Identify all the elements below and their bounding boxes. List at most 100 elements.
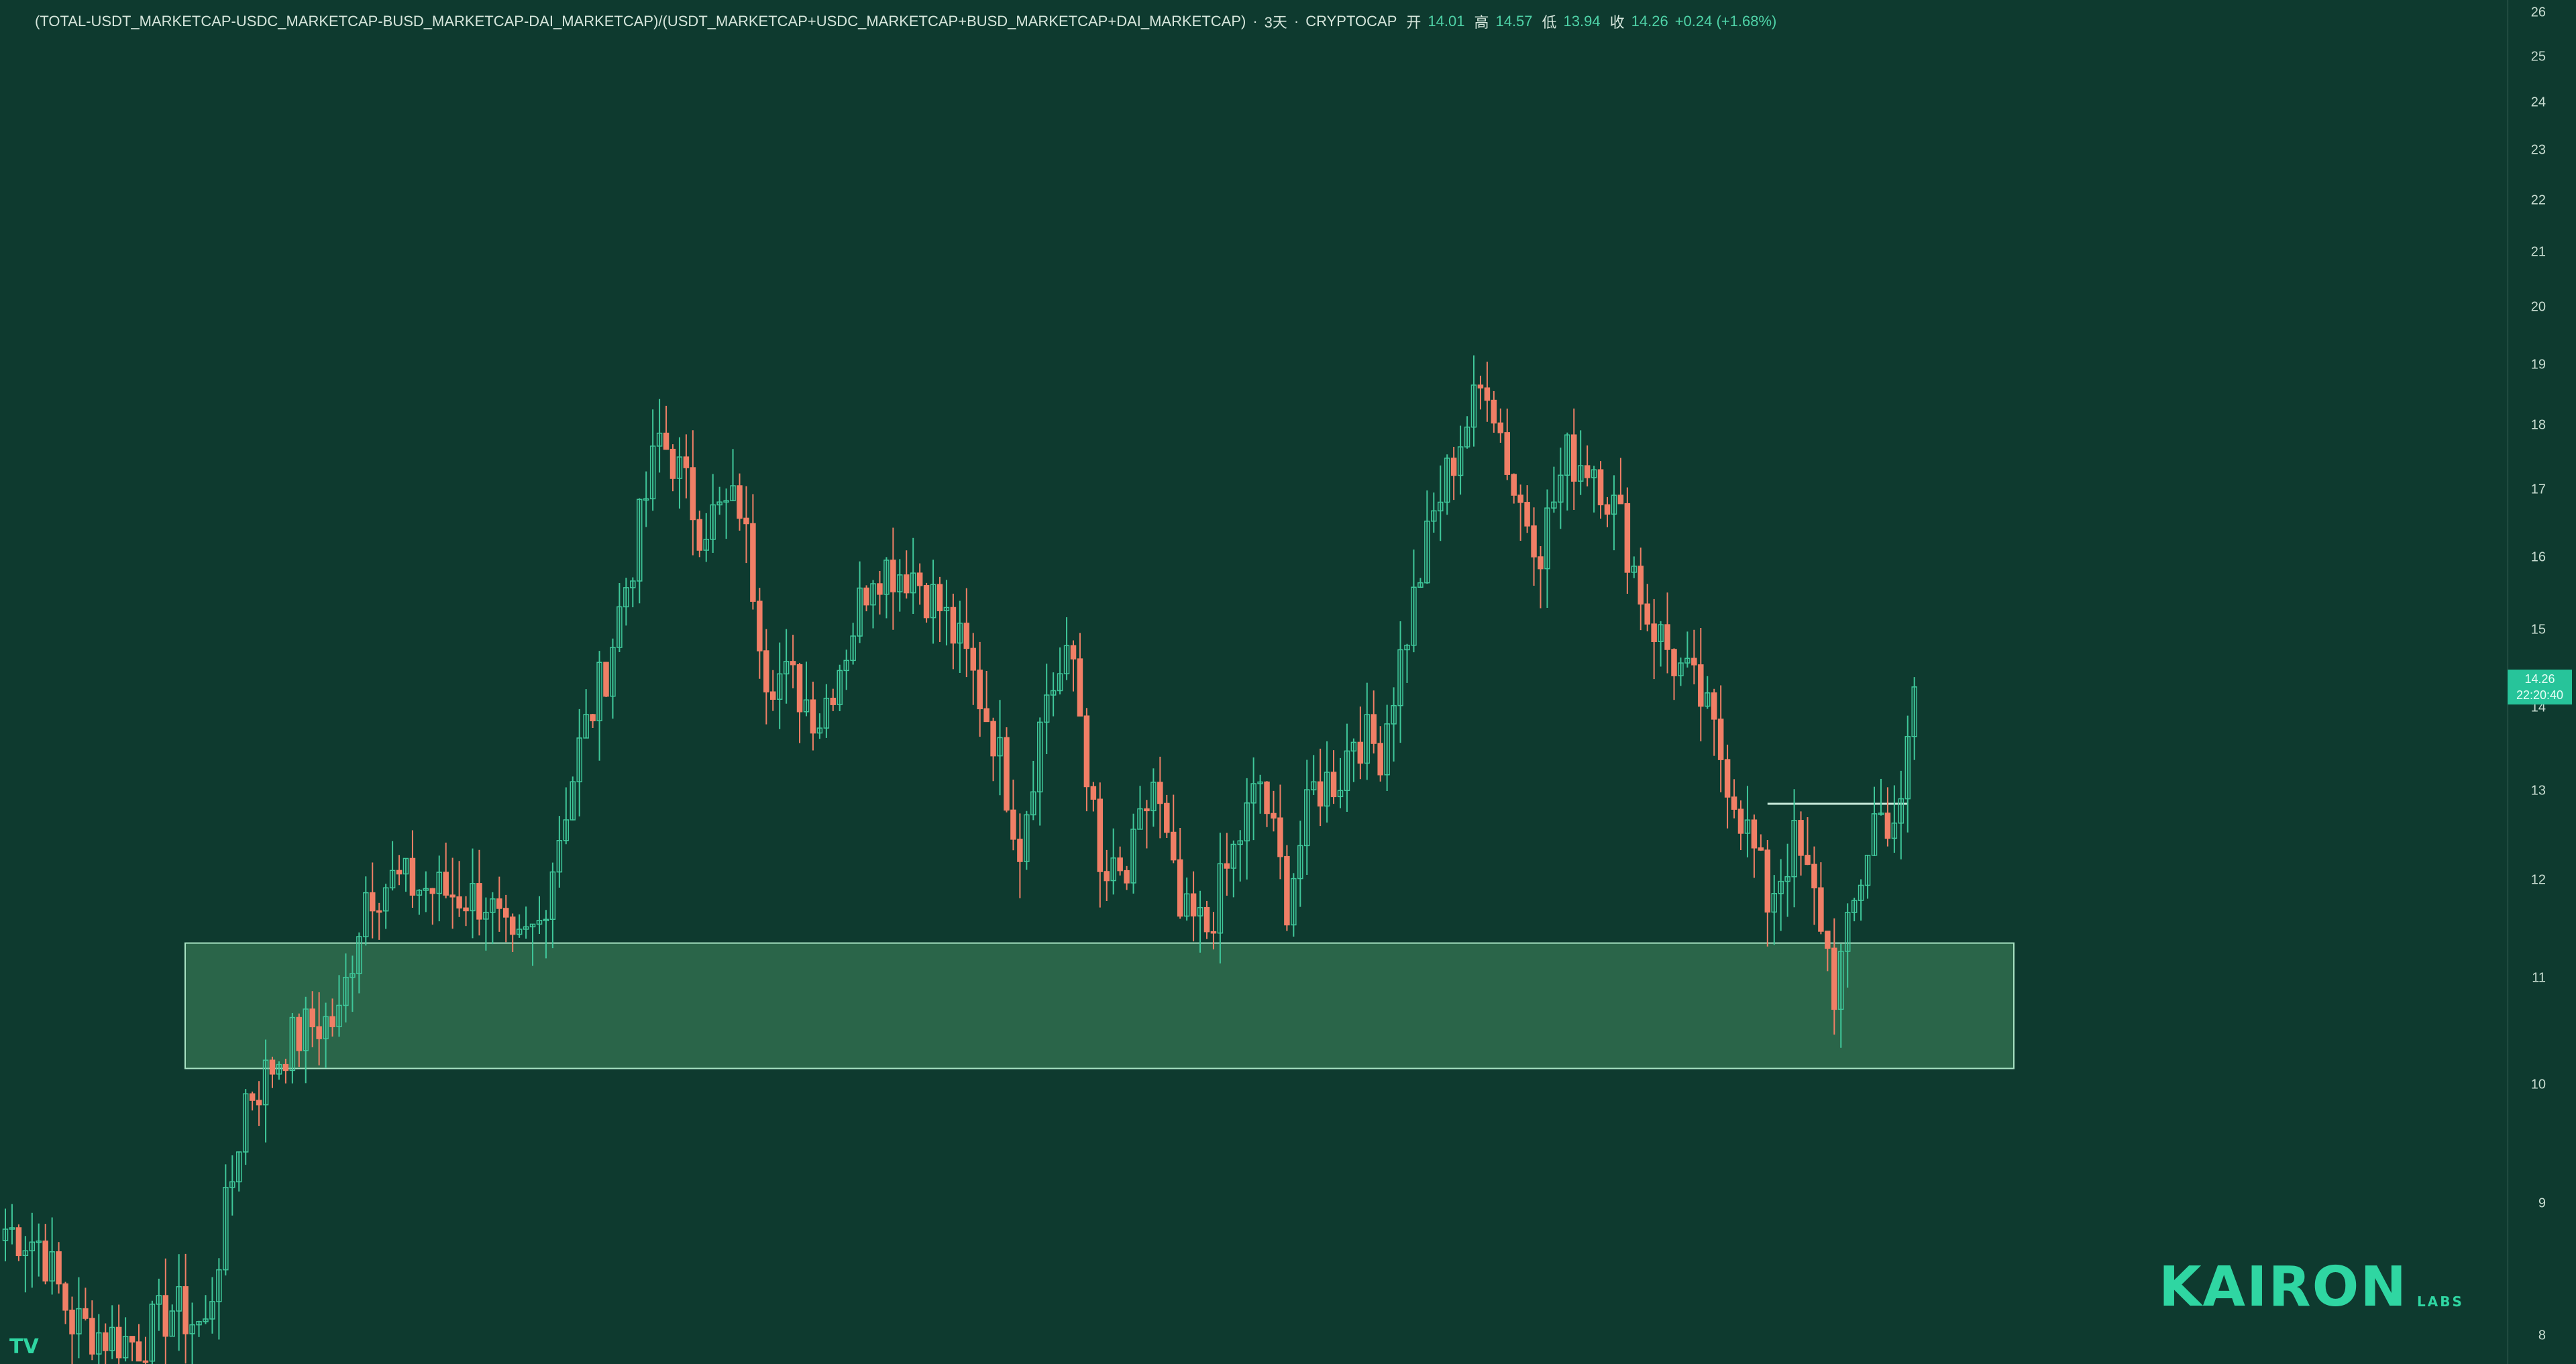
candle-body [36, 1241, 42, 1243]
candle-body [590, 714, 596, 721]
candle-body [1698, 664, 1704, 707]
candle-body [42, 1241, 48, 1281]
candle-body [1584, 465, 1591, 478]
candle-body [463, 907, 469, 912]
candle-body [83, 1308, 89, 1319]
candle-body [296, 1016, 303, 1051]
candle-body [1417, 582, 1424, 588]
candle-body [1004, 737, 1010, 811]
candle-body [1097, 798, 1104, 872]
candle-body [610, 647, 616, 697]
candle-body [1230, 843, 1237, 869]
candle-body [1477, 384, 1484, 388]
candle-body [483, 912, 489, 920]
candle-body [936, 584, 943, 611]
candle-body [763, 650, 769, 693]
candle-body [596, 662, 602, 721]
candle-body [983, 708, 989, 723]
candle-body [1717, 719, 1724, 760]
candle-body [1611, 494, 1617, 515]
candle-body [1337, 790, 1344, 798]
candle-body [823, 697, 830, 729]
candle-body [1157, 782, 1163, 804]
candle-body [276, 1063, 282, 1075]
candle-body [249, 1093, 256, 1101]
candle-body [563, 819, 570, 841]
candle-body [997, 737, 1003, 757]
candle-body [69, 1310, 75, 1334]
candle-body [356, 936, 362, 974]
candle-body [1771, 893, 1777, 913]
candle-body [1497, 422, 1504, 433]
candle-body [282, 1063, 289, 1071]
candle-body [730, 485, 736, 502]
tradingview-logo-icon[interactable]: TV [9, 1335, 39, 1359]
candle-body [656, 432, 663, 447]
last-price: 14.26 [2524, 672, 2555, 686]
candle-body [1203, 906, 1210, 933]
candle-body [1424, 520, 1430, 584]
candle-body [750, 523, 756, 602]
candle-body [1384, 723, 1390, 776]
candle-body [1250, 783, 1256, 804]
candle-body [549, 871, 556, 921]
candle-body [269, 1059, 276, 1075]
candle-body [1277, 817, 1283, 857]
candle-body [370, 892, 376, 912]
support-zone-box [184, 942, 2015, 1069]
candle-body [503, 908, 509, 918]
candle-body [1050, 690, 1057, 696]
candle-body [796, 664, 803, 713]
candle-body [703, 539, 709, 551]
candle-body [1070, 645, 1077, 660]
candle-body [1491, 399, 1497, 424]
candle-body [229, 1181, 235, 1188]
candle-body [1030, 791, 1036, 816]
candle-body [623, 587, 629, 608]
candle-body [76, 1308, 82, 1334]
candle-body [877, 583, 883, 595]
candle-body [1190, 893, 1197, 916]
candle-body [1438, 501, 1444, 512]
candle-body [1504, 432, 1510, 475]
candle-body [169, 1310, 175, 1337]
candle-body [1470, 384, 1477, 428]
candle-body [476, 883, 482, 920]
candle-body [429, 888, 436, 894]
candle-body [103, 1332, 109, 1351]
low-value: 13.94 [1563, 13, 1601, 30]
candle-body [1063, 645, 1070, 674]
candle-body [536, 920, 543, 925]
candle-body [857, 587, 863, 637]
candle-body [236, 1151, 242, 1183]
candle-body [122, 1336, 129, 1359]
candle-body [669, 448, 676, 479]
candle-body [15, 1227, 22, 1257]
candle-body [1404, 644, 1410, 651]
candle-body [223, 1187, 229, 1271]
y-tick-label: 19 [2530, 357, 2546, 372]
candle-body [1291, 878, 1297, 926]
candle-body [1484, 387, 1491, 401]
candle-body [630, 580, 636, 588]
candle-body [1784, 876, 1790, 882]
candle-body [1377, 743, 1383, 776]
candle-body [1517, 494, 1523, 503]
candle-body [637, 499, 643, 582]
candle-body [1037, 721, 1043, 792]
candle-body [402, 857, 409, 875]
candle-body [1651, 623, 1657, 642]
candle-body [1825, 931, 1831, 949]
candle-body [830, 697, 837, 705]
candle-body [1705, 692, 1711, 707]
candle-body [2, 1228, 9, 1241]
y-tick-label: 15 [2530, 622, 2546, 637]
candle-body [382, 887, 389, 912]
candle-body [1124, 870, 1130, 884]
candle-body [1010, 809, 1016, 840]
candle-body [676, 456, 683, 479]
candle-body [1864, 855, 1871, 886]
candle-body [957, 623, 963, 644]
candle-body [1043, 694, 1050, 723]
candle-body [1871, 813, 1878, 856]
